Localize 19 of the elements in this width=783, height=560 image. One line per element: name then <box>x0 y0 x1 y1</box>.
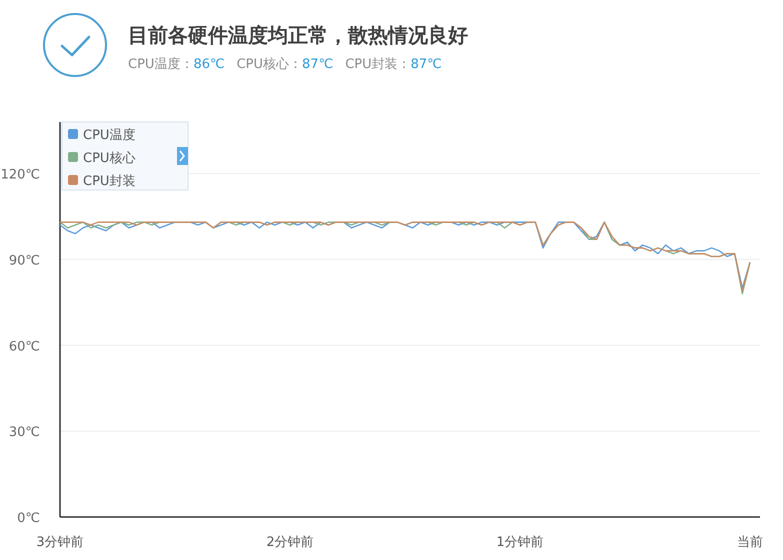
text: CPU温度： <box>128 56 194 72</box>
text: CPU核心： <box>236 56 302 72</box>
y-tick-label: 120℃ <box>0 168 40 183</box>
chart-title: 目前各硬件温度均正常，散热情况良好 <box>128 23 468 47</box>
y-tick-label: 60℃ <box>8 339 40 354</box>
x-tick-label: 1分钟前 <box>496 535 544 550</box>
y-tick-label: 0℃ <box>17 511 40 526</box>
legend-label: CPU封装 <box>83 174 136 189</box>
y-tick-label: 30℃ <box>8 425 40 440</box>
legend-label: CPU核心 <box>83 150 136 166</box>
x-tick-label: 当前 <box>737 535 763 550</box>
text: 87℃ <box>302 57 334 72</box>
x-tick-label: 2分钟前 <box>266 535 314 550</box>
text: CPU封装： <box>345 57 411 72</box>
text: 86℃ <box>193 57 225 72</box>
legend-label: CPU温度 <box>83 127 136 143</box>
text: 87℃ <box>410 57 442 72</box>
y-tick-label: 90℃ <box>8 253 40 268</box>
x-tick-label: 3分钟前 <box>36 535 84 550</box>
